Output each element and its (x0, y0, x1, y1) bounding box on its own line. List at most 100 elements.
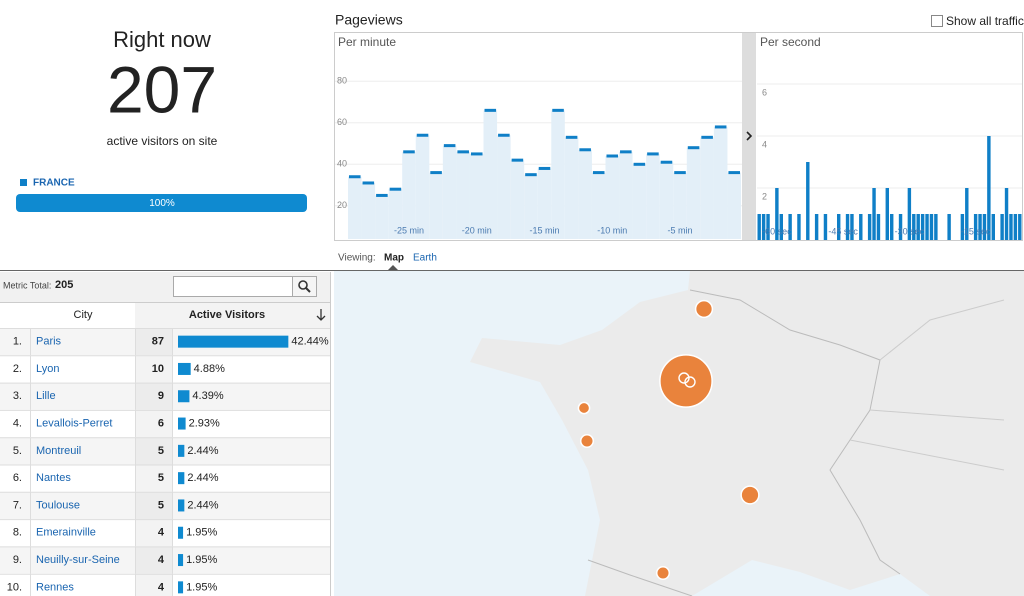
step-dash (430, 171, 442, 175)
city-link[interactable]: Emerainville (36, 527, 96, 539)
checkbox-label[interactable]: Show all traffic (946, 14, 1024, 28)
rank: 4. (13, 417, 22, 429)
visitors: 6 (158, 417, 164, 429)
city-marker[interactable] (577, 401, 591, 415)
bar (859, 214, 863, 240)
earth-tab[interactable]: Earth (413, 253, 437, 264)
rank: 6. (13, 472, 22, 484)
step-area (551, 110, 565, 239)
map-tab[interactable]: Map (384, 253, 404, 264)
bar (845, 214, 850, 240)
value-cell-bg (135, 328, 172, 356)
map[interactable] (334, 271, 1024, 596)
rank: 7. (13, 499, 22, 511)
bar (925, 214, 929, 240)
step-area (524, 174, 538, 239)
legend-swatch (20, 179, 27, 186)
city-link[interactable]: Lyon (36, 363, 59, 375)
step-dash (592, 171, 605, 175)
step-dash (606, 154, 619, 158)
cluster-icon (684, 376, 696, 388)
share-bar (178, 362, 191, 375)
city-marker[interactable] (694, 299, 714, 319)
city-link[interactable]: Montreuil (36, 445, 81, 457)
step-area (497, 135, 511, 239)
step-dash (647, 152, 659, 156)
tab-pointer (388, 265, 398, 270)
sort-arrow[interactable] (316, 309, 326, 321)
value-cell-bg (135, 519, 172, 547)
step-area (483, 110, 498, 239)
step-dash (484, 108, 497, 112)
bar (867, 214, 872, 240)
y-tick-label: 40 (337, 159, 347, 169)
bar (761, 214, 766, 240)
step-dash (674, 171, 686, 175)
panel-title: Per minute (338, 35, 396, 49)
city-link[interactable]: Toulouse (36, 499, 80, 511)
rank: 2. (13, 363, 22, 375)
city-link[interactable]: Levallois-Perret (36, 417, 112, 429)
step-area (632, 164, 647, 239)
value-cell-bg (135, 409, 172, 438)
rank: 5. (13, 445, 22, 457)
bar (973, 214, 978, 240)
city-link[interactable]: Paris (36, 336, 62, 348)
share: 2.44% (187, 499, 218, 511)
divider-arrow[interactable] (746, 131, 753, 141)
city-marker[interactable] (659, 354, 713, 408)
column-header[interactable]: Active Visitors (189, 309, 265, 321)
step-area (646, 153, 660, 239)
bar (965, 188, 969, 240)
city-link[interactable]: Neuilly-sur-Seine (36, 554, 120, 566)
city-link[interactable]: Rennes (36, 581, 74, 593)
rank: 9. (13, 554, 22, 566)
rank: 10. (7, 581, 22, 593)
x-tick-label: -5 min (668, 225, 693, 235)
share: 2.44% (187, 472, 218, 484)
search-button[interactable] (292, 276, 317, 297)
bar (797, 214, 801, 240)
city-marker[interactable] (655, 565, 671, 581)
y-tick-label: 80 (337, 76, 347, 86)
bar (885, 188, 889, 240)
step-dash (687, 146, 700, 150)
y-tick-label: 2 (762, 191, 767, 201)
x-tick-label: -60 sec (762, 226, 792, 236)
panel-divider[interactable] (742, 33, 756, 240)
step-area (388, 189, 403, 239)
step-dash (498, 133, 510, 137)
step-dash (511, 158, 524, 162)
step-area (348, 176, 362, 239)
step-area (537, 168, 552, 239)
summary-title: Right now (113, 27, 211, 52)
step-area (619, 151, 633, 239)
city-marker[interactable] (579, 433, 595, 449)
map-sea (692, 560, 930, 596)
column-header[interactable]: City (74, 309, 93, 321)
bar (1004, 188, 1009, 240)
bar (806, 162, 810, 240)
summary-subtitle: active visitors on site (107, 134, 218, 148)
bar (766, 214, 770, 240)
search-input[interactable] (173, 276, 293, 297)
metric-total: 205 (55, 279, 73, 291)
step-dash (416, 133, 429, 137)
share: 1.95% (186, 527, 217, 539)
panel-title: Per second (760, 35, 821, 49)
city-marker[interactable] (740, 485, 760, 505)
x-tick-label: -15 sec (961, 226, 991, 236)
checkbox[interactable] (931, 15, 943, 27)
share-bar (178, 335, 289, 348)
city-link[interactable]: Nantes (36, 472, 71, 484)
bar (872, 188, 876, 240)
bar (987, 136, 991, 240)
city-link[interactable]: Lille (36, 390, 56, 402)
visitors: 5 (158, 499, 164, 511)
chart-layer: 20 40 60 80 -25 min -20 min -15 min -10 min -5 m… (335, 76, 1022, 240)
step-dash (714, 125, 727, 129)
country-bar (16, 194, 307, 212)
map-border (849, 299, 1005, 471)
rank: 8. (13, 527, 22, 539)
country-label: FRANCE (33, 178, 75, 189)
